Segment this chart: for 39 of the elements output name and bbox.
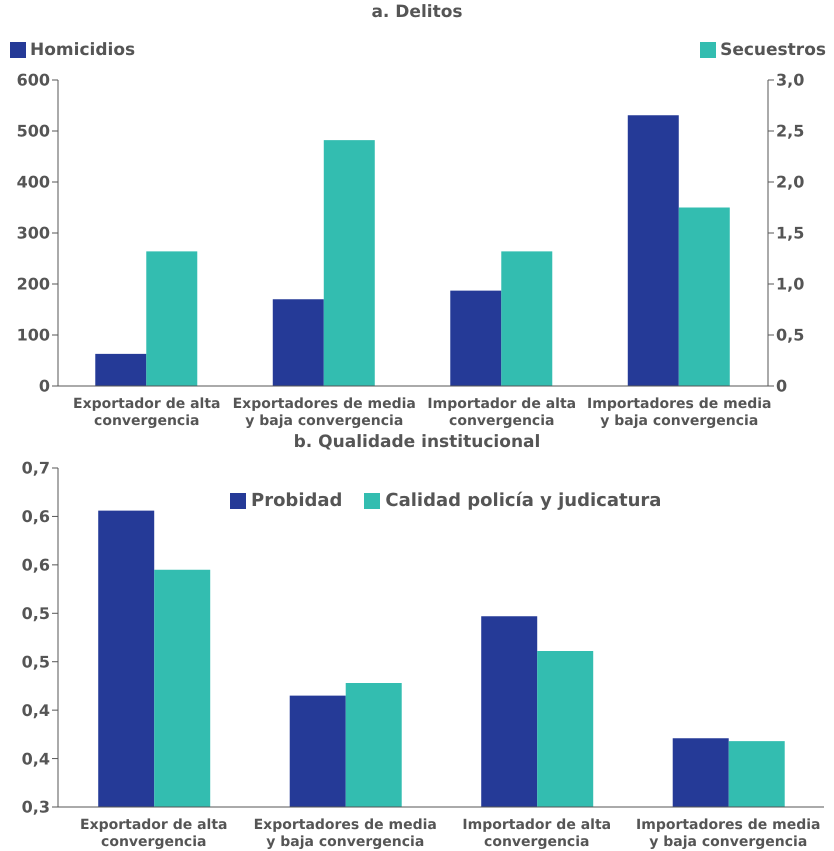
y-tick-label: 0,5 xyxy=(22,604,50,623)
y-tick-label: 600 xyxy=(16,70,50,90)
y-tick-label: 0,6 xyxy=(22,507,50,526)
x-tick-label: Importadores de media y baja convergencia xyxy=(636,817,820,850)
x-tick-label: Importador de alta convergencia xyxy=(427,396,576,429)
y-tick-label: 200 xyxy=(16,274,50,294)
y-tick-label: 100 xyxy=(16,326,50,345)
y-tick-label: 0,7 xyxy=(22,458,50,478)
y2-tick-label: 0,5 xyxy=(776,326,804,345)
y2-tick-label: 2,5 xyxy=(776,122,804,141)
y2-tick-label: 1,5 xyxy=(776,224,804,243)
y-tick-label: 0 xyxy=(38,376,50,396)
x-tick-label: Exportador de alta convergencia xyxy=(73,396,220,429)
x-tick-label: Importador de alta convergencia xyxy=(462,817,612,850)
y-tick-label: 0,3 xyxy=(22,798,50,817)
bar xyxy=(146,251,198,386)
x-tick-label: Exportadores de media y baja convergencia xyxy=(254,817,437,850)
legend-label: Probidad xyxy=(251,490,342,511)
chart-title: b. Qualidade institucional xyxy=(292,432,542,452)
x-tick-label: Exportadores de media y baja convergencia xyxy=(232,396,416,429)
y-tick-label: 400 xyxy=(16,172,50,192)
y2-tick-label: 2,0 xyxy=(776,172,804,192)
y2-tick-label: 0 xyxy=(776,376,788,396)
x-tick-label: Importadores de media y baja convergencia xyxy=(587,396,772,429)
y-tick-label: 500 xyxy=(16,122,50,141)
y-tick-label: 0,6 xyxy=(22,556,50,575)
legend-label: Secuestros xyxy=(720,40,826,60)
y-tick-label: 0,4 xyxy=(22,749,50,768)
y-tick-label: 300 xyxy=(16,224,50,243)
bar xyxy=(324,140,375,386)
bar xyxy=(95,354,146,386)
x-tick-label: Exportador de alta convergencia xyxy=(80,817,228,850)
y2-tick-label: 1,0 xyxy=(776,274,804,294)
y2-tick-label: 3,0 xyxy=(776,70,804,90)
chart-title: a. Delitos xyxy=(370,2,464,22)
legend-label: Calidad policía y judicatura xyxy=(385,490,662,511)
y-tick-label: 0,5 xyxy=(22,652,50,672)
y-tick-label: 0,4 xyxy=(22,700,50,720)
legend-label: Homicidios xyxy=(30,40,136,60)
